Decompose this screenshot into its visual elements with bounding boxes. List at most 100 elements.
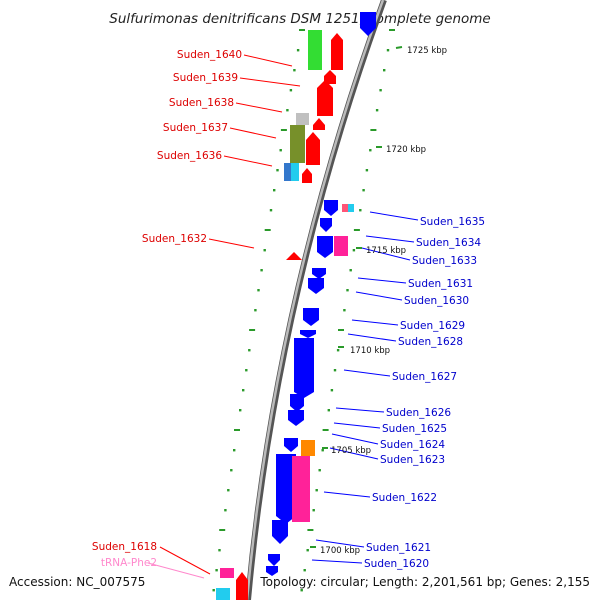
gene-suden-1640-arrow[interactable]: [331, 33, 343, 70]
guide-dot: [312, 509, 315, 512]
guide-dot: [338, 329, 344, 331]
guide-dot: [365, 169, 369, 172]
gene-suden-1631-arrow[interactable]: [312, 268, 326, 279]
gene-suden-1637-arrow[interactable]: [313, 118, 325, 130]
guide-dot: [318, 469, 321, 472]
gene-label-suden-1626[interactable]: Suden_1626: [386, 407, 451, 419]
guide-dot: [352, 249, 356, 252]
gene-suden-1630-arrow[interactable]: [308, 278, 324, 294]
gene-suden-1638-arrow[interactable]: [317, 80, 333, 116]
guide-dot: [293, 69, 296, 72]
accession-text: Accession: NC_007575: [9, 575, 145, 589]
gene-suden-1629-arrow[interactable]: [303, 308, 319, 326]
gene-suden-1636-arrow[interactable]: [306, 132, 320, 165]
gene-suden-1621-arrow[interactable]: [272, 520, 288, 544]
tick-label: 1710 kbp: [350, 346, 390, 356]
guide-dot: [263, 249, 266, 252]
guide-dot: [307, 529, 314, 531]
guide-dot: [375, 109, 379, 112]
gene-label-suden-1635[interactable]: Suden_1635: [420, 216, 485, 228]
gene-suden-1632-arrow[interactable]: [286, 252, 302, 260]
tick-label: 1720 kbp: [386, 145, 426, 155]
gene-label-suden-1624[interactable]: Suden_1624: [380, 439, 445, 451]
reverse-genes: [266, 12, 376, 576]
gene-label-suden-1640[interactable]: Suden_1640: [177, 49, 242, 61]
gene-suden-1639-arrow[interactable]: [324, 70, 336, 84]
gene-label-suden-1627[interactable]: Suden_1627: [392, 371, 457, 383]
gene-suden-1626-arrow[interactable]: [290, 394, 304, 412]
gene-suden-1623-block[interactable]: [301, 440, 315, 456]
guide-dot: [330, 389, 334, 392]
leader-lines: [147, 54, 419, 579]
gene-label-suden-1618[interactable]: Suden_1618: [92, 541, 157, 553]
guide-dot: [239, 409, 242, 412]
gene-suden-1636-block-a[interactable]: [284, 163, 292, 181]
gene-suden-1636-small-arrow[interactable]: [302, 168, 312, 183]
gene-suden-1640-block[interactable]: [308, 30, 322, 70]
tick-label: 1725 kbp: [407, 46, 447, 56]
gene-label-suden-1636[interactable]: Suden_1636: [157, 150, 222, 162]
guide-dot: [279, 149, 282, 152]
guide-dot: [224, 509, 227, 512]
guide-dot: [249, 329, 256, 331]
guide-dot: [369, 149, 372, 152]
forward-labels: Suden_1640 Suden_1639 Suden_1638 Suden_1…: [92, 49, 242, 569]
guide-dot: [273, 189, 276, 192]
guide-dot: [336, 349, 340, 352]
guide-dot: [349, 269, 352, 272]
gene-suden-1618-block[interactable]: [220, 568, 234, 578]
gene-suden-1622-block[interactable]: [292, 456, 310, 522]
guide-dot: [248, 349, 251, 352]
gene-suden-1636-block-b[interactable]: [291, 163, 299, 181]
tick-label: 1700 kbp: [320, 546, 360, 556]
guide-dot: [353, 229, 360, 231]
gene-suden-1624-arrow[interactable]: [284, 438, 298, 452]
gene-suden-1619-arrow[interactable]: [266, 566, 278, 576]
gene-suden-1635-block-b[interactable]: [348, 204, 354, 212]
guide-dot: [230, 469, 233, 472]
gene-suden-1635-block-a[interactable]: [342, 204, 348, 212]
gene-suden-1618-arrow[interactable]: [236, 572, 248, 600]
gene-suden-1633-arrow[interactable]: [317, 236, 333, 258]
gene-label-suden-1620[interactable]: Suden_1620: [364, 558, 429, 570]
guide-dot: [383, 69, 386, 72]
guide-dot: [218, 549, 221, 552]
gene-label-suden-1629[interactable]: Suden_1629: [400, 320, 465, 332]
gene-label-suden-1621[interactable]: Suden_1621: [366, 542, 431, 554]
guide-dot: [359, 209, 362, 212]
guide-dot: [212, 589, 215, 592]
gene-label-suden-1628[interactable]: Suden_1628: [398, 336, 463, 348]
gene-label-suden-1623[interactable]: Suden_1623: [380, 454, 445, 466]
gene-suden-1627-arrow[interactable]: [294, 338, 314, 398]
gene-suden-1637-cap[interactable]: [296, 113, 309, 125]
gene-label-suden-1622[interactable]: Suden_1622: [372, 492, 437, 504]
gene-label-suden-1631[interactable]: Suden_1631: [408, 278, 473, 290]
gene-label-suden-1637[interactable]: Suden_1637: [163, 122, 228, 134]
guide-dot: [303, 569, 306, 572]
guide-dot: [296, 49, 300, 52]
gene-label-suden-1625[interactable]: Suden_1625: [382, 423, 447, 435]
gene-label-suden-1639[interactable]: Suden_1639: [173, 72, 238, 84]
forward-genes: [216, 30, 343, 600]
gene-label-suden-1638[interactable]: Suden_1638: [169, 97, 234, 109]
gene-suden-1625-arrow[interactable]: [288, 410, 304, 426]
tick-label: 1715 kbp: [366, 246, 406, 256]
gene-suden-1620-arrow[interactable]: [268, 554, 280, 566]
gene-suden-1634-arrow[interactable]: [320, 218, 332, 232]
gene-label-suden-1633[interactable]: Suden_1633: [412, 255, 477, 267]
gene-label-suden-1632[interactable]: Suden_1632: [142, 233, 207, 245]
gene-suden-1633-block[interactable]: [334, 236, 348, 256]
guide-dot: [300, 589, 303, 592]
gene-trna-phe2-block[interactable]: [216, 588, 230, 600]
guide-dot: [234, 429, 240, 431]
gene-suden-1628-arrow[interactable]: [300, 330, 316, 338]
gene-suden-1635-arrow[interactable]: [324, 200, 338, 216]
guide-dot: [346, 289, 349, 292]
gene-label-suden-1634[interactable]: Suden_1634: [416, 237, 481, 249]
gene-label-trna-phe2[interactable]: tRNA-Phe2: [101, 557, 157, 569]
gene-suden-1641-arrow[interactable]: [360, 12, 376, 36]
gene-label-suden-1630[interactable]: Suden_1630: [404, 295, 469, 307]
gene-suden-1637-block[interactable]: [290, 125, 305, 163]
guide-dot: [289, 89, 293, 92]
gene-suden-1622-arrow[interactable]: [276, 454, 296, 524]
